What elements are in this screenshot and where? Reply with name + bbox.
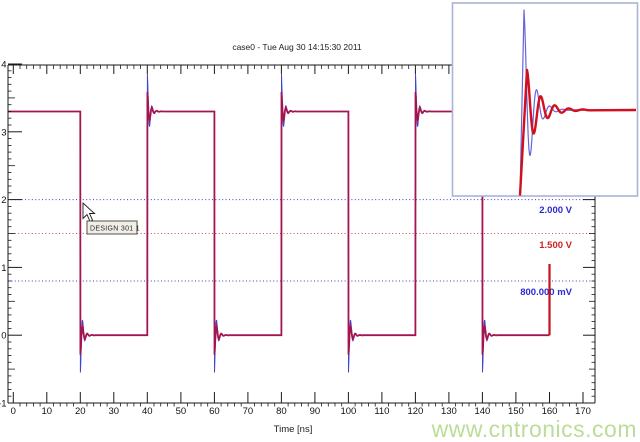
marker-label-2v: 2.000 V — [539, 205, 572, 216]
x-tick-label: 160 — [542, 406, 558, 417]
zoom-inset-frame[interactable] — [451, 2, 639, 197]
plot-title: case0 - Tue Aug 30 14:15:30 2011 — [232, 42, 362, 52]
y-tick-label: 0 — [1, 331, 6, 342]
watermark: www.cntronics.com — [431, 416, 637, 442]
probe-tooltip-label: DESIGN 301 1 — [90, 226, 140, 233]
y-tick-label: 3 — [1, 127, 6, 138]
threshold-marker-lines — [8, 199, 595, 282]
probe-tooltip-box — [86, 220, 138, 235]
x-tick-label: 110 — [374, 406, 389, 417]
x-tick-label: 60 — [209, 406, 220, 417]
y-tick-label: 4 — [1, 60, 6, 71]
x-tick-label: 120 — [407, 406, 423, 417]
x-tick-label: 30 — [109, 406, 120, 417]
driver-trace — [7, 91, 550, 355]
marker-label-1v5: 1.500 V — [539, 240, 572, 251]
probe-tooltip-group: DESIGN 301 1 — [82, 201, 140, 235]
driver-zoom-trace — [518, 68, 637, 196]
x-tick-label: 10 — [42, 406, 53, 417]
zoom-inset-window[interactable] — [451, 2, 639, 197]
waveform-traces — [7, 74, 551, 373]
marker-label-800mv: 800.000 mV — [520, 287, 572, 298]
axis-tick-labels: 0 10 20 30 40 50 60 70 80 90 100 110 120 130 140 150 160… — [0, 60, 591, 418]
x-tick-label: 70 — [243, 406, 254, 417]
x-tick-label: 130 — [441, 406, 457, 417]
x-axis-label: Time [ns] — [274, 424, 313, 435]
x-tick-label: 0 — [11, 406, 16, 417]
x-tick-label: 100 — [340, 406, 356, 417]
x-tick-label: 80 — [276, 406, 287, 417]
y-tick-label: 2 — [1, 195, 6, 206]
threshold-marker-labels: 2.000 V 1.500 V 800.000 mV — [520, 205, 572, 298]
x-tick-label: 20 — [75, 406, 86, 417]
y-tick-label: -1 — [0, 399, 7, 410]
x-tick-label: 40 — [142, 406, 153, 417]
y-tick-label: 1 — [1, 263, 6, 274]
x-tick-label: 150 — [508, 406, 524, 417]
x-tick-label: 140 — [474, 406, 490, 417]
x-tick-label: 90 — [310, 406, 321, 417]
x-tick-label: 170 — [575, 406, 591, 417]
mouse-cursor-icon — [82, 201, 96, 223]
x-tick-label: 50 — [176, 406, 187, 417]
